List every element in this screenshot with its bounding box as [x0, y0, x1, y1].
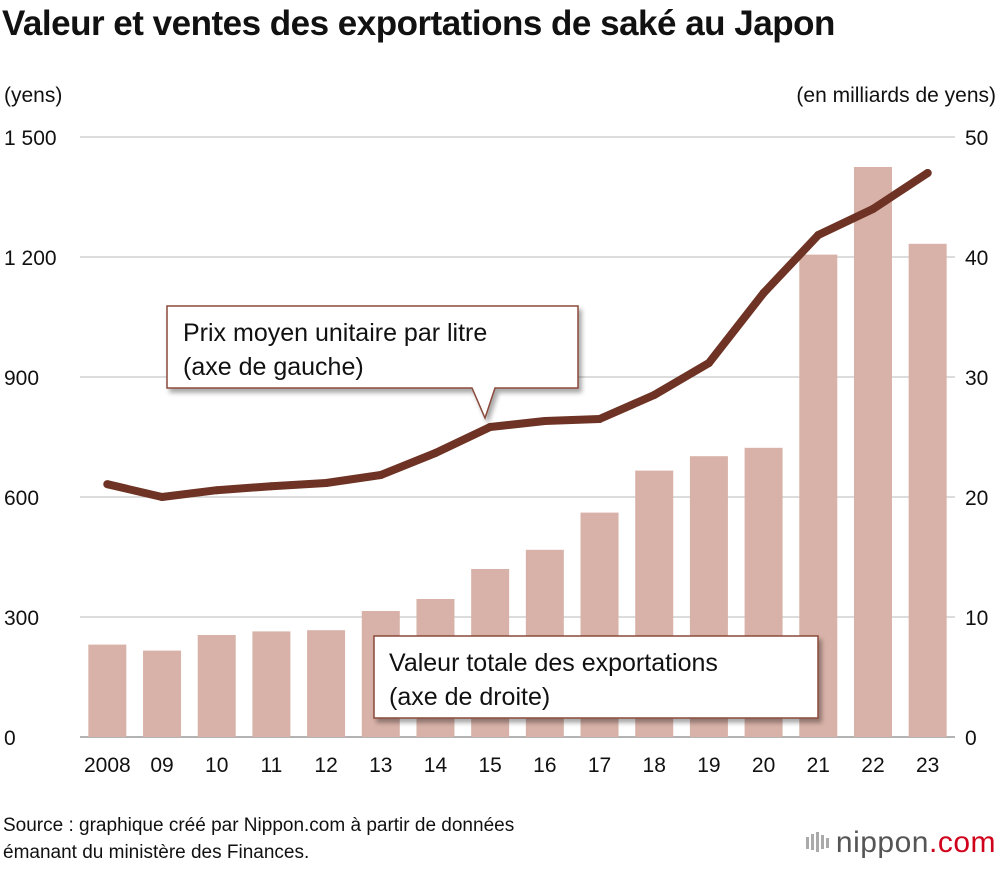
price-point: [267, 482, 276, 491]
price-point: [212, 486, 221, 495]
x-tick-label: 18: [643, 754, 666, 777]
x-tick-label: 10: [205, 754, 228, 777]
price-point: [650, 391, 659, 399]
left-tick-label: 0: [4, 727, 16, 750]
right-axis-ticks: 0 10 20 30 40 50: [965, 127, 988, 750]
x-tick-label: 12: [314, 754, 337, 777]
callout-line-series: Prix moyen unitaire par litre (axe de ga…: [166, 305, 579, 421]
price-point: [376, 471, 385, 479]
price-line: [103, 169, 932, 501]
price-point: [486, 423, 495, 431]
callout-bar-label: Valeur totale des exportations: [389, 649, 718, 677]
callout-line-axis-note: (axe de gauche): [183, 353, 364, 381]
price-point: [431, 449, 440, 457]
x-tick-label: 2008: [84, 754, 131, 777]
left-tick-label: 1 200: [4, 247, 57, 270]
sake-export-chart: 0 300 600 900 1 200 1 500 0 10 20 30 40 50 2008 09 1…: [4, 127, 988, 777]
callout-bar-axis-note: (axe de droite): [389, 683, 550, 711]
x-tick-label: 17: [588, 754, 611, 777]
x-tick-label: 09: [150, 754, 173, 777]
x-tick-label: 15: [478, 754, 501, 777]
brand-suffix: .com: [928, 826, 996, 859]
bar: [252, 631, 291, 737]
right-tick-label: 30: [965, 367, 988, 390]
right-tick-label: 20: [965, 487, 988, 510]
nippon-mark-icon: [805, 832, 829, 852]
source-note: Source : graphique créé par Nippon.com à…: [3, 812, 514, 866]
left-axis-unit: (yens): [4, 84, 63, 107]
left-axis-ticks: 0 300 600 900 1 200 1 500: [4, 127, 57, 750]
price-point: [923, 169, 932, 177]
bar: [197, 635, 236, 737]
price-point: [759, 289, 768, 297]
x-tick-label: 16: [533, 754, 556, 777]
bar: [307, 630, 346, 737]
price-point: [158, 493, 167, 501]
price-point: [704, 359, 713, 367]
x-axis-ticks: 2008 09 10 11 12 13 14 15 16 17 18 19 20 21 22 23: [84, 754, 939, 777]
right-tick-label: 40: [965, 247, 988, 270]
price-point: [868, 205, 877, 213]
bar: [88, 644, 127, 737]
x-tick-label: 14: [424, 754, 448, 777]
x-tick-label: 23: [916, 754, 939, 777]
bar: [853, 167, 892, 737]
x-tick-label: 21: [807, 754, 830, 777]
left-tick-label: 300: [4, 607, 39, 630]
price-point: [595, 415, 604, 423]
x-tick-label: 11: [261, 754, 283, 777]
left-tick-label: 600: [4, 487, 39, 510]
bar: [143, 650, 182, 737]
x-tick-label: 20: [752, 754, 775, 777]
price-point: [103, 480, 112, 489]
line-series-unit-price: [103, 169, 932, 501]
nippon-logo: nippon.com: [804, 826, 996, 860]
price-point: [322, 479, 331, 487]
left-tick-label: 900: [4, 367, 39, 390]
right-axis-unit: (en milliards de yens): [796, 84, 996, 107]
price-point: [814, 231, 823, 239]
bar: [908, 243, 947, 738]
x-tick-label: 13: [369, 754, 392, 777]
right-tick-label: 0: [965, 727, 977, 750]
callout-bar-series: Valeur totale des exportations (axe de d…: [373, 635, 819, 719]
right-tick-label: 50: [965, 127, 988, 150]
x-tick-label: 19: [697, 754, 720, 777]
chart-title: Valeur et ventes des exportations de sak…: [2, 4, 835, 43]
brand-name: nippon: [835, 826, 929, 859]
source-line-2: émanant du ministère des Finances.: [3, 842, 310, 863]
left-tick-label: 1 500: [4, 127, 57, 150]
x-tick-label: 22: [861, 754, 884, 777]
source-line-1: Source : graphique créé par Nippon.com à…: [3, 815, 515, 836]
price-point: [540, 417, 549, 425]
right-tick-label: 10: [965, 607, 988, 630]
callout-line-label: Prix moyen unitaire par litre: [183, 319, 487, 347]
